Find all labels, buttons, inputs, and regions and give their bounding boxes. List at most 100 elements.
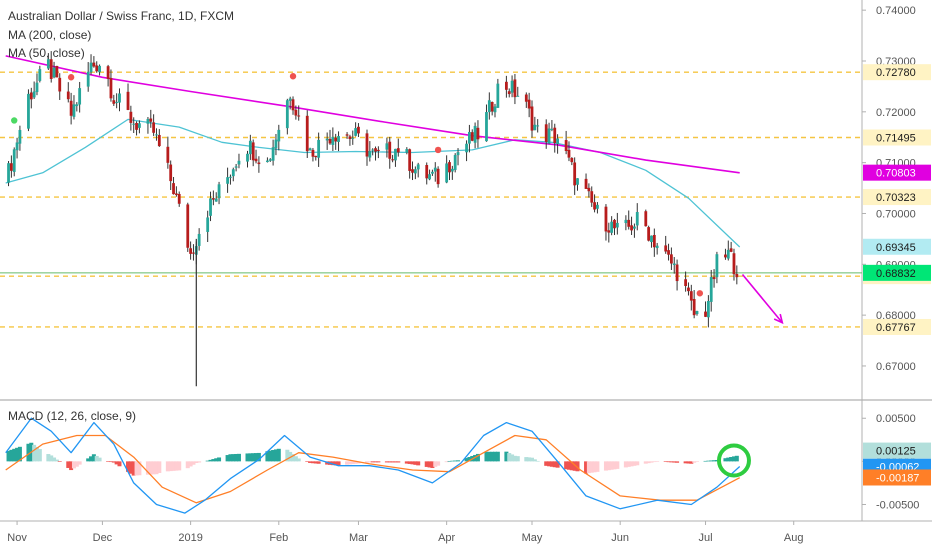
candle-body	[385, 143, 389, 150]
macd-histogram-bar	[655, 461, 660, 462]
macd-histogram-bar	[393, 461, 398, 463]
candle-body	[274, 139, 278, 149]
macd-histogram-bar	[254, 453, 259, 462]
price-badge: 0.68832	[876, 268, 916, 280]
candle-body	[115, 101, 119, 103]
macd-histogram-bar	[111, 461, 116, 463]
candle-body	[576, 178, 579, 185]
price-tick-label: 0.70000	[876, 208, 916, 220]
candle-body	[337, 136, 340, 142]
macd-histogram-bar	[663, 461, 668, 462]
macd-histogram-bar	[52, 457, 57, 462]
candle-body	[664, 245, 668, 252]
candle-body	[627, 219, 631, 227]
macd-histogram-bar	[512, 455, 517, 462]
macd-histogram-bar	[450, 460, 455, 462]
candle-body	[118, 93, 121, 103]
macd-histogram-bar	[515, 456, 520, 462]
price-badge: 0.69345	[876, 242, 916, 254]
macd-histogram-bar	[669, 461, 674, 463]
candle-body	[715, 254, 719, 278]
macd-histogram-bar	[211, 459, 216, 462]
macd-histogram-bar	[692, 461, 697, 463]
candle-body	[445, 163, 449, 183]
macd-histogram-bar	[390, 461, 395, 463]
candle-body	[448, 162, 451, 173]
macd-histogram-bar	[225, 455, 230, 462]
time-tick-label: 2019	[178, 532, 202, 544]
macd-histogram-bar	[564, 461, 569, 470]
macd-histogram-bar	[714, 460, 719, 462]
time-tick-label: Nov	[7, 532, 27, 544]
candle-body	[394, 148, 397, 161]
candle-body	[237, 160, 241, 165]
macd-histogram-bar	[245, 453, 250, 462]
macd-histogram-bar	[384, 461, 389, 463]
candle-body	[476, 127, 480, 140]
macd-badge: -0.00187	[876, 472, 919, 484]
macd-histogram-bar	[316, 461, 321, 464]
macd-histogram-bar	[726, 457, 731, 462]
macd-histogram-bar	[194, 461, 199, 463]
candle-body	[729, 248, 733, 252]
macd-histogram-bar	[407, 461, 412, 464]
candle-body	[129, 111, 133, 123]
candle-body	[635, 212, 639, 226]
macd-histogram-bar	[347, 461, 352, 465]
macd-histogram-bar	[9, 449, 14, 462]
candle-body	[197, 233, 201, 246]
macd-histogram-bar	[188, 461, 193, 467]
ma50-line	[5, 118, 741, 248]
candle-body	[573, 162, 577, 186]
candle-body	[308, 148, 312, 151]
candle-body	[513, 79, 517, 98]
candle-body	[544, 124, 548, 142]
candle-body	[357, 126, 360, 134]
candle-body	[98, 65, 101, 73]
macd-histogram-bar	[288, 451, 293, 462]
candle-body	[9, 163, 13, 171]
signal-dot-marker	[696, 290, 704, 297]
candle-body	[507, 91, 511, 95]
candle-body	[428, 174, 431, 180]
macd-histogram-bar	[370, 461, 375, 463]
macd-histogram-bar	[353, 461, 358, 464]
macd-histogram-bar	[34, 446, 39, 462]
candle-body	[590, 191, 594, 203]
candle-body	[465, 143, 468, 153]
candle-body	[724, 254, 727, 258]
macd-histogram-bar	[413, 461, 418, 465]
level-price-label-bg	[863, 189, 931, 206]
macd-histogram-bar	[675, 461, 680, 463]
candle-body	[95, 65, 99, 72]
macd-histogram-bar	[689, 461, 694, 464]
macd-histogram-bar	[197, 461, 202, 463]
level-price-label: 0.67767	[876, 322, 916, 334]
macd-legend: MACD (12, 26, close, 9)	[8, 409, 137, 423]
macd-histogram-bar	[236, 453, 241, 462]
macd-histogram-bar	[293, 456, 298, 462]
candle-body	[527, 99, 531, 109]
candle-body	[257, 162, 261, 165]
macd-histogram-bar	[17, 446, 22, 462]
candle-body	[726, 249, 730, 259]
macd-histogram-bar	[723, 458, 728, 462]
candle-body	[633, 226, 636, 229]
time-tick-label: Dec	[93, 532, 113, 544]
macd-histogram-bar	[490, 451, 495, 462]
candle-body	[712, 277, 716, 280]
macd-histogram-bar	[12, 448, 17, 462]
macd-histogram-bar	[94, 455, 99, 462]
candle-body	[157, 134, 161, 147]
macd-histogram-bar	[649, 461, 654, 463]
macd-histogram-bar	[493, 451, 498, 462]
macd-histogram-bar	[32, 444, 37, 462]
macd-histogram-bar	[555, 461, 560, 468]
macd-histogram-bar	[256, 452, 261, 462]
time-tick-label: Jul	[699, 532, 713, 544]
candle-body	[553, 127, 557, 143]
candle-body	[146, 118, 150, 124]
candle-body	[433, 167, 437, 172]
macd-histogram-bar	[635, 461, 640, 466]
